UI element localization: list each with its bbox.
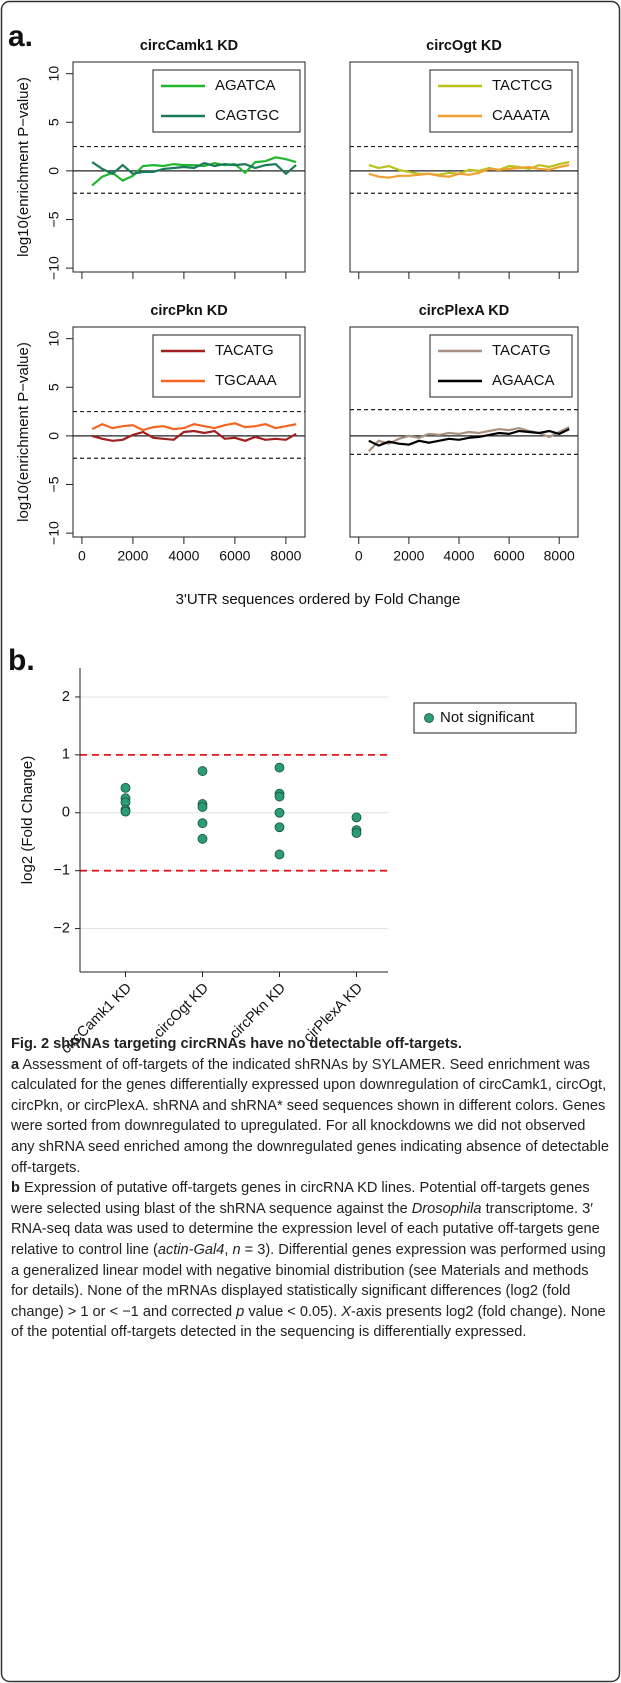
- y-tick-label: 2: [62, 689, 70, 705]
- caption-run: actin-Gal4: [157, 1241, 225, 1258]
- data-point: [120, 782, 131, 793]
- y-tick-label: −5: [46, 211, 62, 227]
- x-tick-label: 4000: [443, 548, 474, 564]
- legend-label: Not significant: [440, 709, 535, 726]
- legend-label: CAGTGC: [215, 107, 279, 124]
- y-tick-label: 0: [46, 432, 62, 440]
- caption: Fig. 2 shRNAs targeting circRNAs have no…: [11, 1034, 609, 1343]
- caption-run: value < 0.05).: [244, 1303, 342, 1320]
- caption-run: = 3). Differential genes expression was …: [11, 1241, 606, 1320]
- plot-box: [349, 326, 579, 538]
- y-tick-label: 0: [62, 805, 70, 821]
- y-tick-label: −2: [53, 920, 70, 936]
- caption-run: n: [232, 1241, 241, 1258]
- data-point: [274, 849, 285, 860]
- legend-box: [152, 69, 301, 133]
- data-point: [197, 833, 208, 844]
- legend-label: TACATG: [215, 342, 274, 359]
- x-tick-label: 0: [78, 548, 86, 564]
- legend-swatch: [424, 713, 434, 723]
- legend-label: TGCAAA: [215, 372, 277, 389]
- legend-box: [429, 69, 573, 133]
- y-tick-label: −1: [53, 862, 70, 878]
- y-tick-label: 10: [46, 66, 62, 82]
- legend-label: TACTCG: [492, 77, 553, 94]
- chart-title: circOgt KD: [426, 38, 502, 54]
- series-line: [368, 164, 570, 179]
- series-line: [91, 156, 297, 187]
- caption-run: transcriptome. 3′ RNA-seq data was used …: [11, 1200, 600, 1258]
- data-point: [274, 807, 285, 818]
- y-tick-label: 1: [62, 747, 70, 763]
- caption-run: Expression of putative off-targets genes…: [11, 1180, 590, 1217]
- plot-box: [72, 326, 306, 538]
- legend-box: [152, 334, 301, 398]
- plot-box: [349, 61, 579, 273]
- legend-box: [413, 702, 577, 734]
- y-axis-label: log2 (Fold Change): [19, 756, 36, 884]
- series-line: [367, 426, 570, 453]
- chart-title: circPkn KD: [150, 303, 227, 319]
- x-tick-label: 4000: [168, 548, 199, 564]
- legend-label: CAAATA: [492, 107, 550, 124]
- series-line: [91, 422, 297, 432]
- data-point: [197, 802, 208, 812]
- y-tick-label: 10: [46, 331, 62, 347]
- data-point: [197, 818, 208, 829]
- series-line: [91, 429, 297, 442]
- plot-box: [72, 61, 306, 273]
- x-tick-label: circOgt KD: [151, 980, 212, 1041]
- panel-label: b.: [8, 644, 35, 677]
- data-point: [351, 812, 362, 823]
- data-point: [351, 828, 362, 838]
- legend-label: AGAACA: [492, 372, 555, 389]
- series-line: [91, 161, 297, 176]
- chart-title: circCamk1 KD: [140, 38, 238, 54]
- caption-paragraph: Fig. 2 shRNAs targeting circRNAs have no…: [11, 1034, 609, 1055]
- caption-paragraph: a Assessment of off-targets of the indic…: [11, 1055, 609, 1179]
- y-tick-label: 5: [46, 383, 62, 391]
- legend-label: AGATCA: [215, 77, 276, 94]
- caption-run: ,: [224, 1241, 233, 1258]
- data-point: [274, 762, 285, 773]
- x-tick-label: 2000: [393, 548, 424, 564]
- caption-run: Drosophila: [411, 1200, 482, 1217]
- y-tick-label: 0: [46, 167, 62, 175]
- data-point: [274, 822, 285, 833]
- y-tick-label: 5: [46, 118, 62, 126]
- caption-paragraph: b Expression of putative off-targets gen…: [11, 1178, 609, 1343]
- y-axis-label: log10(enrichment P−value): [15, 342, 32, 522]
- x-tick-label: 0: [355, 548, 363, 564]
- x-tick-label: circPkn KD: [227, 980, 289, 1042]
- legend-box: [429, 334, 573, 398]
- caption-run: Assessment of off-targets of the indicat…: [11, 1056, 609, 1176]
- series-line: [368, 428, 570, 447]
- x-tick-label: 2000: [117, 548, 148, 564]
- x-tick-label: 8000: [270, 548, 301, 564]
- x-tick-label: 8000: [544, 548, 575, 564]
- series-line: [368, 161, 570, 176]
- caption-run: -axis presents log2 (fold change). None …: [11, 1303, 606, 1341]
- data-point: [197, 766, 208, 776]
- caption-run: p: [236, 1303, 245, 1320]
- y-tick-label: −10: [46, 256, 62, 280]
- chart-title: circPlexA KD: [419, 303, 510, 319]
- x-axis-label: 3'UTR sequences ordered by Fold Change: [176, 591, 461, 608]
- x-tick-label: 6000: [494, 548, 525, 564]
- panel-label: a.: [8, 20, 33, 53]
- caption-run: X: [341, 1303, 351, 1320]
- y-tick-label: −10: [46, 521, 62, 545]
- data-point: [120, 806, 131, 817]
- caption-run: a: [11, 1056, 20, 1073]
- y-tick-label: −5: [46, 476, 62, 492]
- x-tick-label: 6000: [219, 548, 250, 564]
- caption-run: Fig. 2 shRNAs targeting circRNAs have no…: [11, 1036, 462, 1052]
- y-axis-label: log10(enrichment P−value): [15, 77, 32, 257]
- legend-label: TACATG: [492, 342, 551, 359]
- data-point: [274, 791, 285, 802]
- caption-run: b: [11, 1180, 20, 1197]
